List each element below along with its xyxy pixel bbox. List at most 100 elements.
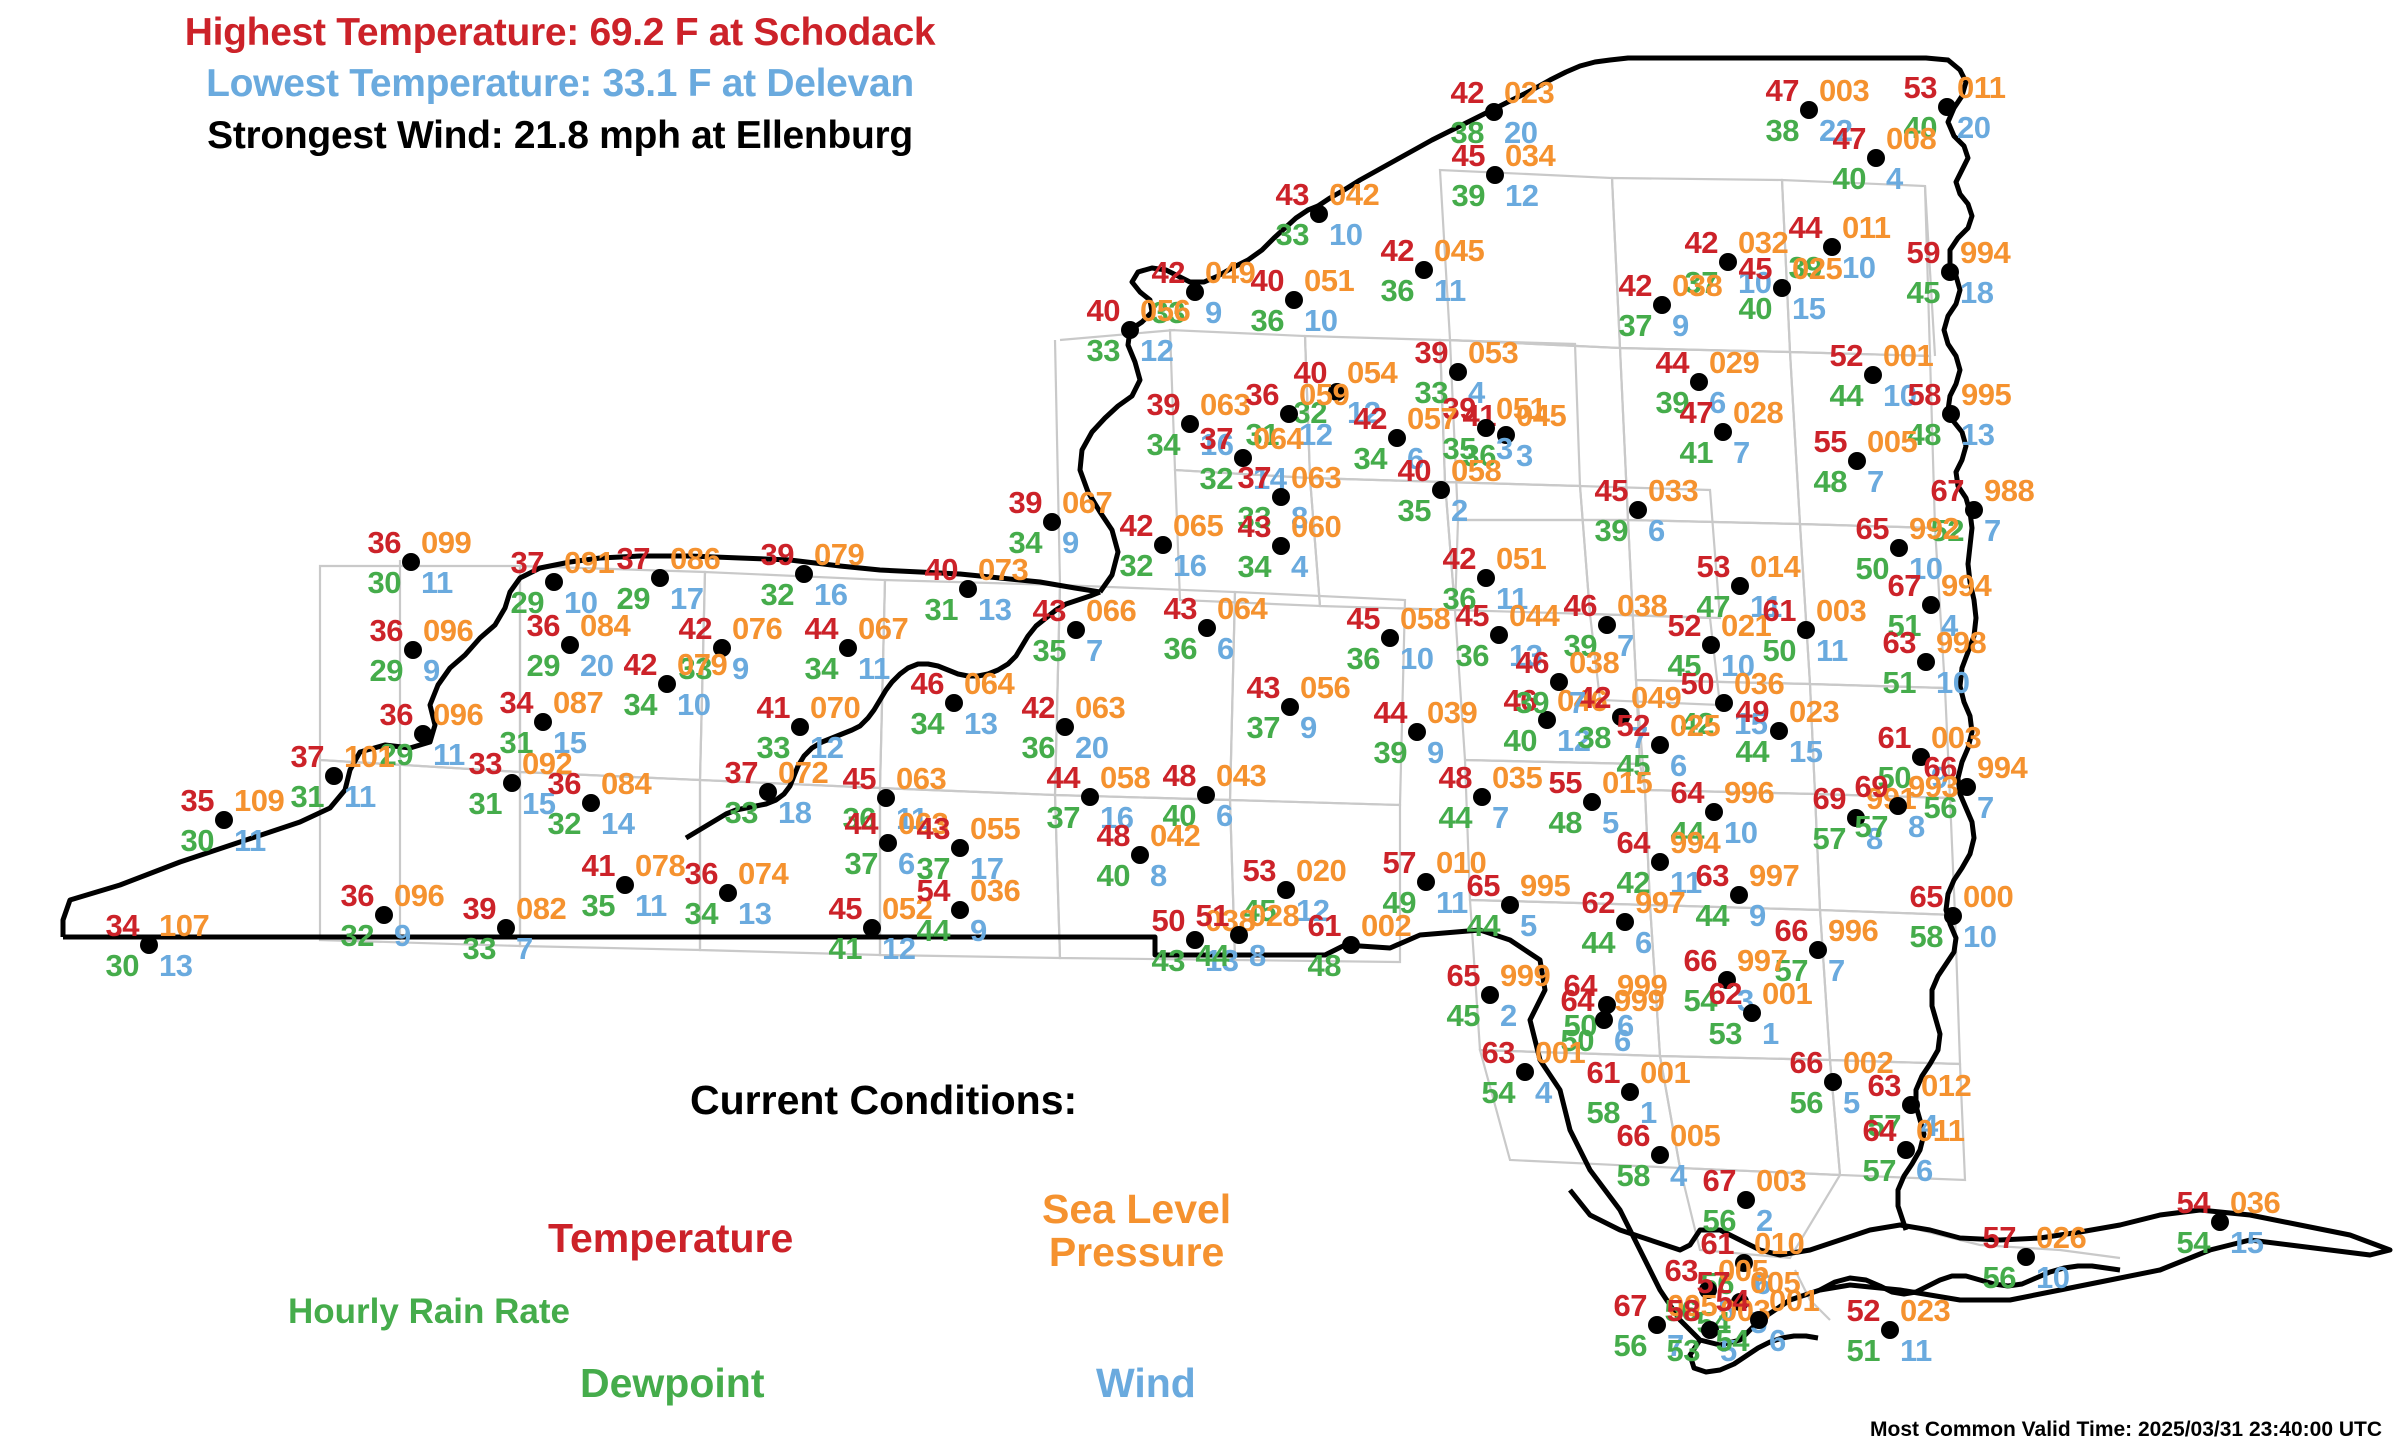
station-dewpoint: 50 [1855,551,1890,586]
station-sea-level-pressure: 099 [421,525,472,560]
station-temperature: 55 [1813,424,1848,459]
station-marker-icon [1485,103,1503,121]
station-sea-level-pressure: 109 [234,783,285,818]
station-dewpoint: 44 [1735,734,1770,769]
station-sea-level-pressure: 997 [1635,885,1686,920]
station-dewpoint: 30 [180,823,215,858]
station-wind: 7 [1667,1328,1684,1363]
station-sea-level-pressure: 042 [1150,818,1201,853]
station-dewpoint: 58 [1586,1095,1621,1130]
station-wind: 11 [1750,589,1782,624]
station-dewpoint: 48 [1548,805,1583,840]
station-wind: 13 [738,896,772,931]
station-marker-icon [1651,736,1669,754]
station-sea-level-pressure: 005 [1867,424,1918,459]
station-marker-icon [1595,1011,1613,1029]
station-wind: 2 [1756,1203,1773,1238]
station-wind: 10 [564,585,598,620]
station-temperature: 54 [916,873,951,908]
station-marker-icon [1388,429,1406,447]
station-sea-level-pressure: 036 [2230,1185,2281,1220]
station-dewpoint: 37 [1684,265,1719,300]
station-wind: 8 [1908,809,1925,844]
station-temperature: 39 [760,537,795,572]
station-temperature: 64 [1560,983,1595,1018]
station-wind: 10 [1963,919,1997,954]
station-sea-level-pressure: 066 [1086,593,1137,628]
station-wind: 11 [421,565,453,600]
station-dewpoint: 41 [1679,435,1714,470]
station-wind: 9 [970,913,987,948]
station-sea-level-pressure: 049 [1631,680,1682,715]
station-sea-level-pressure: 087 [553,685,604,720]
station-wind: 20 [580,648,614,683]
station-wind: 7 [1086,633,1103,668]
station-marker-icon [1800,101,1818,119]
station-marker-icon [1938,98,1956,116]
station-wind: 2 [1451,493,1468,528]
station-temperature: 42 [1618,268,1653,303]
station-sea-level-pressure: 055 [970,811,1021,846]
station-sea-level-pressure: 044 [1509,598,1560,633]
station-marker-icon [951,901,969,919]
station-wind: 15 [1789,734,1823,769]
station-wind: 9 [1427,735,1444,770]
station-wind: 9 [732,651,749,686]
station-sea-level-pressure: 045 [1516,398,1567,433]
station-sea-level-pressure: 036 [1734,666,1785,701]
station-wind: 10 [1738,265,1772,300]
station-dewpoint: 40 [1738,291,1773,326]
station-sea-level-pressure: 025 [1670,708,1721,743]
station-marker-icon [1965,501,1983,519]
station-marker-icon [1958,778,1976,796]
valid-time-stamp: Most Common Valid Time: 2025/03/31 23:40… [1870,1418,2382,1441]
station-temperature: 39 [1414,335,1449,370]
station-dewpoint: 45 [1616,748,1651,783]
station-dewpoint: 53 [1708,1016,1743,1051]
station-temperature: 67 [1887,568,1922,603]
station-dewpoint: 33 [678,651,713,686]
station-temperature: 55 [1548,765,1583,800]
station-marker-icon [1285,291,1303,309]
station-marker-icon [545,573,563,591]
station-dewpoint: 44 [1466,908,1501,943]
station-marker-icon [1690,373,1708,391]
station-temperature: 36 [526,608,561,643]
station-temperature: 63 [1882,625,1917,660]
station-wind: 5 [1520,908,1537,943]
station-marker-icon [1847,809,1865,827]
station-temperature: 42 [678,611,713,646]
station-sea-level-pressure: 035 [1492,760,1543,795]
station-marker-icon [1056,718,1074,736]
station-sea-level-pressure: 005 [1667,1288,1718,1323]
station-dewpoint: 34 [623,687,658,722]
station-marker-icon [1701,1321,1719,1339]
station-wind: 9 [394,918,411,953]
station-marker-icon [1922,596,1940,614]
station-marker-icon [1417,873,1435,891]
station-dewpoint: 35 [1442,431,1477,466]
station-marker-icon [1081,788,1099,806]
station-wind: 12 [1347,395,1381,430]
station-sea-level-pressure: 998 [1936,625,1987,660]
station-temperature: 67 [1930,473,1965,508]
station-dewpoint: 30 [367,565,402,600]
station-temperature: 45 [1738,251,1773,286]
station-marker-icon [404,641,422,659]
station-temperature: 42 [1442,541,1477,576]
station-sea-level-pressure: 078 [635,848,686,883]
station-wind: 12 [882,931,916,966]
station-dewpoint: 35 [1032,633,1067,668]
station-sea-level-pressure: 033 [1648,473,1699,508]
station-sea-level-pressure: 063 [1200,387,1251,422]
station-marker-icon [719,884,737,902]
station-sea-level-pressure: 014 [1750,549,1801,584]
station-wind: 6 [1617,1008,1634,1043]
station-wind: 13 [1205,943,1239,978]
station-wind: 5 [1718,1293,1735,1328]
station-sea-level-pressure: 988 [1984,473,2035,508]
station-wind: 4 [1921,1108,1938,1143]
station-sea-level-pressure: 015 [1602,765,1653,800]
station-marker-icon [1342,936,1360,954]
